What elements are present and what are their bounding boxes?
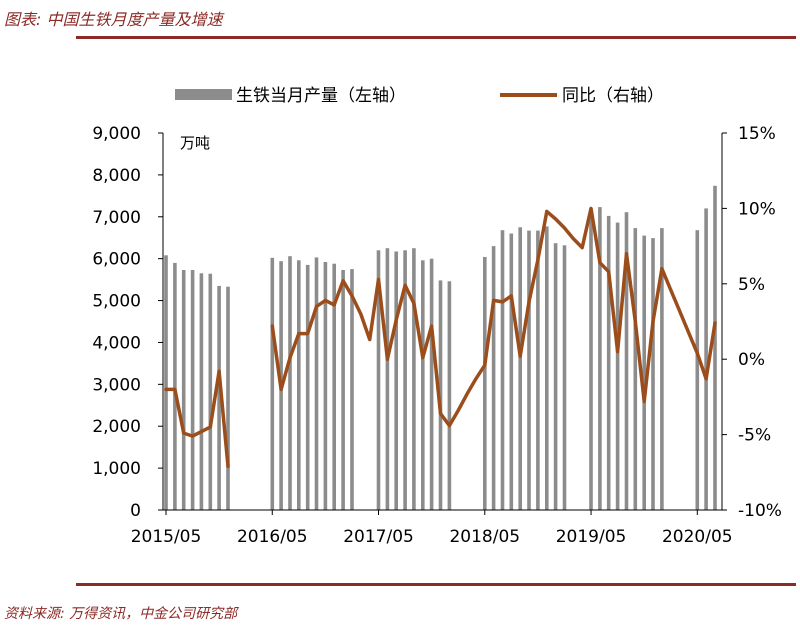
left-tick-label: 4,000 bbox=[92, 333, 141, 353]
bar bbox=[642, 235, 646, 510]
left-tick-label: 9,000 bbox=[92, 124, 141, 144]
bar bbox=[199, 273, 204, 510]
bar bbox=[562, 245, 567, 511]
bar bbox=[421, 260, 425, 510]
x-tick-label: 2019/05 bbox=[556, 527, 627, 547]
bar bbox=[190, 270, 195, 510]
right-tick-label: 5% bbox=[738, 275, 765, 295]
legend-line-label: 同比（右轴） bbox=[562, 86, 664, 106]
bar bbox=[270, 257, 275, 510]
bar bbox=[704, 208, 708, 510]
bar bbox=[429, 258, 434, 510]
bar bbox=[491, 246, 496, 510]
bar bbox=[553, 243, 558, 510]
bar bbox=[341, 270, 345, 510]
bar bbox=[545, 226, 549, 510]
legend-bar-swatch bbox=[175, 89, 232, 100]
bar bbox=[660, 228, 664, 510]
bar bbox=[323, 262, 328, 510]
bar bbox=[350, 269, 354, 510]
x-tick-label: 2016/05 bbox=[237, 527, 308, 547]
bar bbox=[500, 230, 505, 510]
bar bbox=[447, 281, 452, 510]
bar bbox=[181, 270, 186, 510]
bar bbox=[527, 230, 531, 510]
bar bbox=[713, 185, 717, 511]
x-tick-label: 2018/05 bbox=[449, 527, 520, 547]
legend-bar-label: 生铁当月产量（左轴） bbox=[236, 86, 406, 106]
bar bbox=[394, 251, 398, 510]
x-tick-label: 2017/05 bbox=[343, 527, 414, 547]
bar bbox=[483, 257, 487, 510]
bar bbox=[606, 215, 611, 510]
bar bbox=[376, 250, 381, 511]
right-tick-label: 0% bbox=[738, 350, 765, 370]
bar bbox=[412, 248, 416, 510]
bar bbox=[332, 263, 336, 510]
left-tick-label: 2,000 bbox=[92, 417, 141, 437]
unit-label: 万吨 bbox=[180, 134, 210, 152]
left-tick-label: 0 bbox=[130, 501, 141, 521]
bar bbox=[509, 233, 514, 510]
right-tick-label: 15% bbox=[738, 124, 776, 144]
x-tick-label: 2020/05 bbox=[662, 527, 733, 547]
bar bbox=[208, 273, 213, 510]
bar bbox=[518, 227, 522, 511]
left-tick-label: 5,000 bbox=[92, 292, 141, 312]
bar bbox=[695, 230, 700, 510]
bar bbox=[536, 230, 540, 510]
right-tick-label: -5% bbox=[738, 426, 771, 446]
bar bbox=[297, 260, 301, 510]
bar bbox=[651, 238, 655, 510]
x-tick-label: 2015/05 bbox=[131, 527, 202, 547]
bar bbox=[438, 280, 443, 510]
left-tick-label: 1,000 bbox=[92, 459, 141, 479]
left-tick-label: 6,000 bbox=[92, 250, 141, 270]
left-tick-label: 7,000 bbox=[92, 208, 141, 228]
left-tick-label: 8,000 bbox=[92, 166, 141, 186]
bar bbox=[173, 262, 177, 510]
bar bbox=[615, 222, 620, 510]
title-divider bbox=[76, 36, 796, 39]
right-tick-label: -10% bbox=[738, 501, 782, 521]
bar bbox=[226, 286, 230, 510]
bar bbox=[217, 285, 221, 510]
bar bbox=[385, 248, 390, 510]
source-note: 资料来源: 万得资讯，中金公司研究部 bbox=[4, 606, 238, 622]
bar bbox=[305, 264, 310, 510]
right-tick-label: 10% bbox=[738, 199, 776, 219]
left-tick-label: 3,000 bbox=[92, 375, 141, 395]
bar bbox=[314, 257, 319, 510]
bar bbox=[633, 228, 638, 510]
bar bbox=[624, 212, 629, 510]
bar bbox=[164, 255, 168, 510]
chart-title: 图表: 中国生铁月度产量及增速 bbox=[4, 10, 223, 29]
footer-divider bbox=[76, 583, 796, 586]
bar bbox=[403, 250, 407, 511]
yoy-line bbox=[164, 369, 230, 469]
bar bbox=[598, 207, 602, 510]
bar bbox=[589, 214, 593, 511]
yoy-line bbox=[270, 206, 717, 428]
bar bbox=[288, 256, 292, 510]
